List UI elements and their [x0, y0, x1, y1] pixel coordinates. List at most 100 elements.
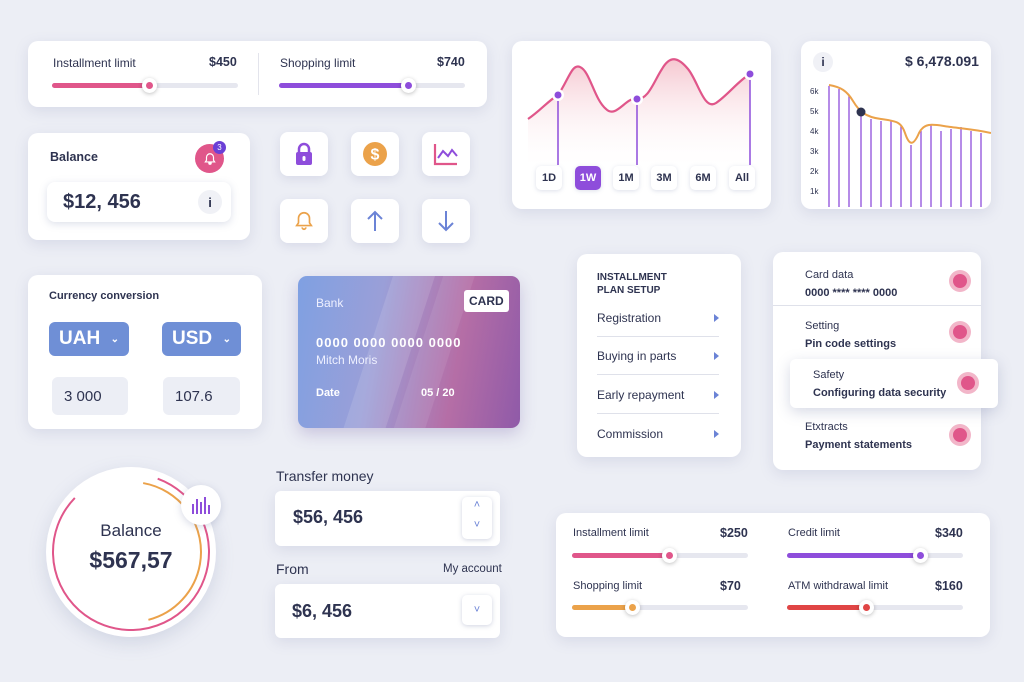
arrow-up-button[interactable] — [351, 199, 399, 243]
range-tab-1d[interactable]: 1D — [536, 166, 562, 190]
menu-item-registration[interactable]: Registration — [597, 299, 719, 337]
bar-chart-card: i $ 6,478.091 6k 5k 4k 3k 2k 1k — [801, 41, 991, 209]
range-tab-3m[interactable]: 3M — [651, 166, 677, 190]
arrow-up-icon — [367, 210, 383, 231]
lock-button[interactable] — [280, 132, 328, 176]
shopping-limit-fill — [279, 83, 409, 88]
installment-plan-card: INSTALLMENT PLAN SETUP Registration Buyi… — [577, 254, 741, 457]
balance-amount: $12, 456 — [63, 191, 141, 213]
transfer-amount-field[interactable]: $56, 456 ˄ ˅ — [275, 491, 500, 546]
installment-limit-slider[interactable] — [572, 548, 748, 563]
shopping-limit-handle[interactable] — [401, 78, 416, 93]
y-tick: 6k — [810, 87, 819, 96]
dollar-button[interactable]: $ — [351, 132, 399, 176]
bar-chart — [828, 84, 991, 207]
to-amount-input[interactable]: 107.6 — [163, 377, 240, 415]
limits-card-top: Installment limit $450 Shopping limit $7… — [28, 41, 487, 107]
menu-item-buying-in-parts[interactable]: Buying in parts — [597, 337, 719, 375]
y-tick: 4k — [810, 127, 819, 136]
limit-label: Credit limit — [788, 527, 840, 539]
limit-fill — [787, 553, 921, 558]
chevron-right-icon — [714, 313, 719, 322]
shopping-limit-slider[interactable] — [572, 600, 748, 615]
atm-withdrawal-limit-slider[interactable] — [787, 600, 963, 615]
range-tab-all[interactable]: All — [729, 166, 755, 190]
stepper[interactable]: ˄ ˅ — [462, 497, 492, 539]
setting-value: Payment statements — [805, 439, 912, 451]
balance-amount-field: $12, 456 i — [47, 182, 231, 222]
info-icon[interactable]: i — [813, 52, 833, 72]
notification-button[interactable]: 3 — [195, 141, 226, 173]
menu-item-commission[interactable]: Commission — [597, 415, 719, 453]
from-amount-input[interactable]: 3 000 — [52, 377, 128, 415]
shopping-limit-slider[interactable] — [279, 78, 465, 93]
setting-label: Safety — [813, 369, 845, 381]
bell-button[interactable] — [280, 199, 328, 243]
chevron-down-icon[interactable]: ˅ — [462, 595, 492, 625]
balance-card: Balance 3 $12, 456 i — [28, 133, 250, 240]
bell-icon — [295, 211, 313, 231]
menu-item-early-repayment[interactable]: Early repayment — [597, 376, 719, 414]
limit-label: ATM withdrawal limit — [788, 580, 889, 592]
balance-circle-title: Balance — [100, 521, 162, 540]
credit-limit-slider[interactable] — [787, 548, 963, 563]
chevron-right-icon — [714, 351, 719, 360]
limit-value: $340 — [935, 526, 963, 540]
y-tick: 3k — [810, 147, 819, 156]
from-currency-value: UAH — [59, 328, 101, 349]
to-currency-value: USD — [172, 328, 213, 349]
balance-title: Balance — [50, 150, 98, 164]
chevron-down-icon[interactable] — [949, 321, 971, 343]
chevron-up-icon[interactable]: ˄ — [473, 499, 481, 511]
y-tick: 5k — [810, 107, 819, 116]
from-currency-select[interactable]: UAH ⌄ — [49, 322, 129, 356]
currency-title: Currency conversion — [49, 290, 160, 302]
card-date: 05 / 20 — [421, 387, 455, 399]
chevron-down-icon[interactable] — [949, 270, 971, 292]
chevron-down-icon: ⌄ — [110, 333, 119, 345]
limit-value: $70 — [720, 579, 741, 593]
setting-value: Pin code settings — [805, 338, 897, 350]
limit-handle[interactable] — [859, 600, 874, 615]
card-number: 0000 0000 0000 0000 — [316, 335, 462, 350]
installment-limit-slider[interactable] — [52, 78, 238, 93]
chart-value: $ 6,478.091 — [905, 53, 979, 69]
installment-limit-handle[interactable] — [142, 78, 157, 93]
setting-row-data-security[interactable]: Safety Configuring data security — [790, 359, 998, 408]
currency-card: Currency conversion UAH ⌄ USD ⌄ 3 000 10… — [28, 275, 262, 429]
chart-icon — [433, 144, 458, 166]
setting-row-pin-code[interactable]: Setting Pin code settings — [773, 307, 981, 357]
limit-fill — [787, 605, 866, 610]
limit-value: $160 — [935, 579, 963, 593]
to-currency-select[interactable]: USD ⌄ — [162, 322, 241, 356]
limit-handle[interactable] — [625, 600, 640, 615]
range-tab-1w[interactable]: 1W — [575, 166, 601, 190]
balance-circle-amount: $567,57 — [89, 547, 173, 573]
limit-handle[interactable] — [913, 548, 928, 563]
menu-item-label: Buying in parts — [597, 348, 677, 363]
from-account-select[interactable]: $6, 456 ˅ — [275, 584, 500, 638]
limits-card-bottom: Installment limit $250 Credit limit $340… — [556, 513, 990, 637]
chevron-down-icon[interactable]: ˅ — [473, 519, 481, 531]
limit-value: $250 — [720, 526, 748, 540]
menu-item-label: Commission — [597, 427, 664, 441]
lock-icon — [296, 142, 312, 165]
arrow-down-icon — [438, 211, 454, 232]
menu-item-label: Registration — [597, 310, 662, 325]
arrow-down-button[interactable] — [422, 199, 470, 243]
stats-button[interactable] — [181, 485, 221, 525]
installment-limit-label: Installment limit — [53, 56, 136, 70]
chart-button[interactable] — [422, 132, 470, 176]
plan-title-line2: PLAN SETUP — [597, 285, 661, 296]
setting-row-payment-statements[interactable]: Etxtracts Payment statements — [773, 410, 981, 464]
range-tab-1m[interactable]: 1M — [613, 166, 639, 190]
info-icon[interactable]: i — [198, 190, 222, 214]
bank-card[interactable]: Bank CARD 0000 0000 0000 0000 Mitch Mori… — [298, 276, 520, 428]
range-tab-6m[interactable]: 6M — [690, 166, 716, 190]
chevron-right-icon — [714, 430, 719, 438]
setting-row-card-data[interactable]: Card data 0000 **** **** 0000 — [773, 252, 981, 306]
limit-label: Installment limit — [573, 527, 649, 539]
chevron-down-icon[interactable] — [957, 372, 979, 394]
chevron-down-icon[interactable] — [949, 424, 971, 446]
limit-handle[interactable] — [662, 548, 677, 563]
